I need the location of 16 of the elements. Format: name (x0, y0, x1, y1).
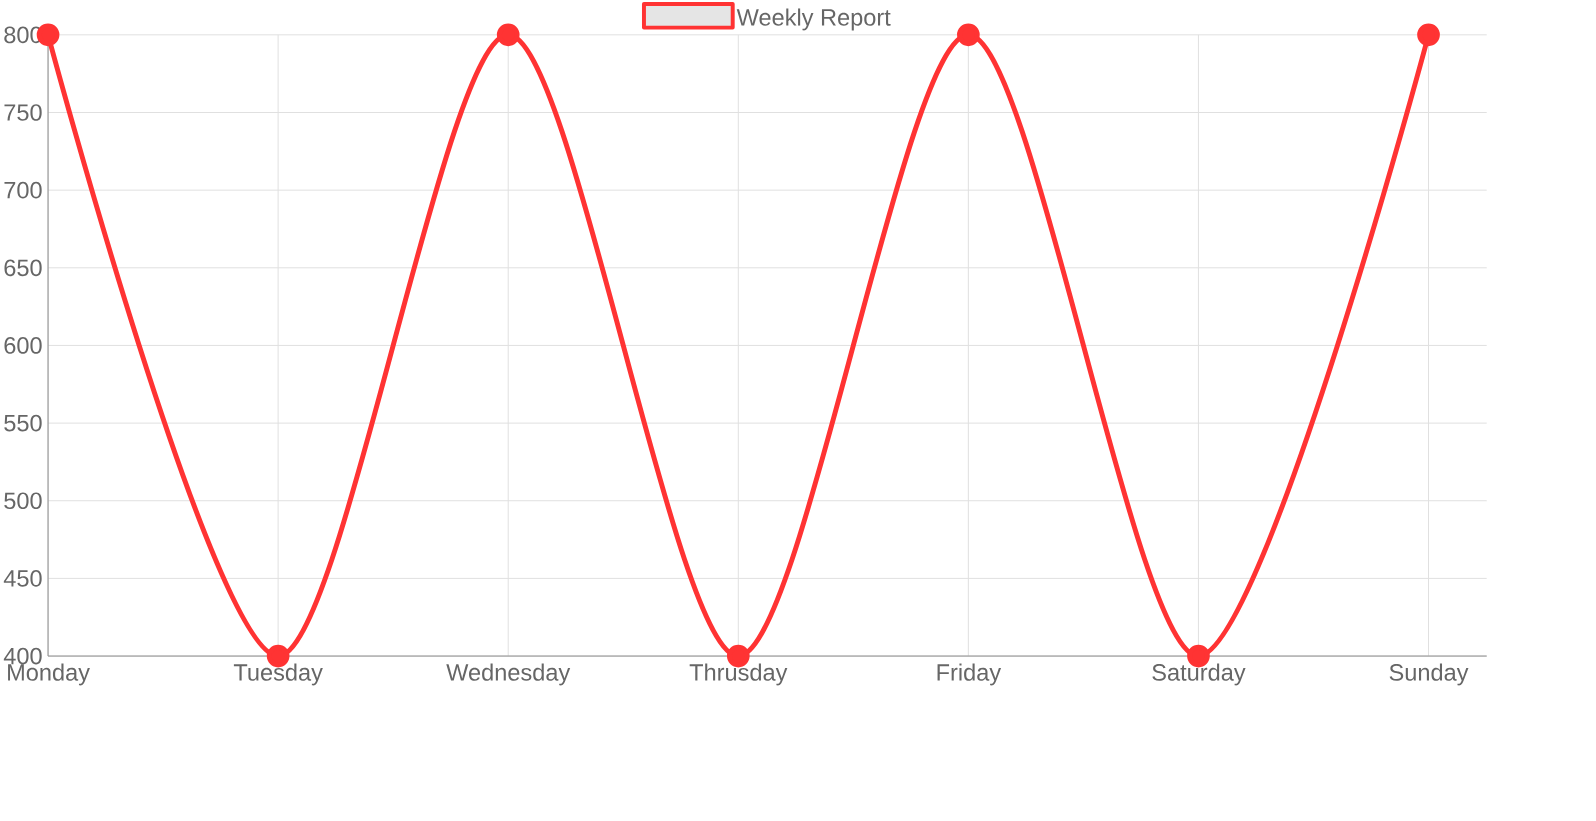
y-tick-label: 400 (3, 647, 42, 665)
y-tick-label: 700 (4, 181, 42, 199)
y-tick-label: 750 (4, 104, 42, 121)
x-tick-label: Saturday (1152, 663, 1246, 686)
legend-label: Weekly Report (736, 8, 891, 31)
x-tick-label: Friday (937, 663, 1002, 686)
y-tick-label: 550 (4, 414, 42, 432)
y-tick-label: 600 (4, 337, 42, 354)
y-tick-label: 650 (4, 259, 42, 277)
y-tick-label: 500 (4, 492, 42, 510)
y-tick-label: 450 (3, 570, 42, 587)
x-tick-label: Wednesday (446, 663, 571, 686)
x-tick-label: Tuesday (233, 663, 323, 686)
x-tick-label: Sunday (1389, 663, 1469, 686)
x-tick-label: Thrusday (689, 663, 788, 686)
x-tick-label: Monday (8, 663, 90, 686)
